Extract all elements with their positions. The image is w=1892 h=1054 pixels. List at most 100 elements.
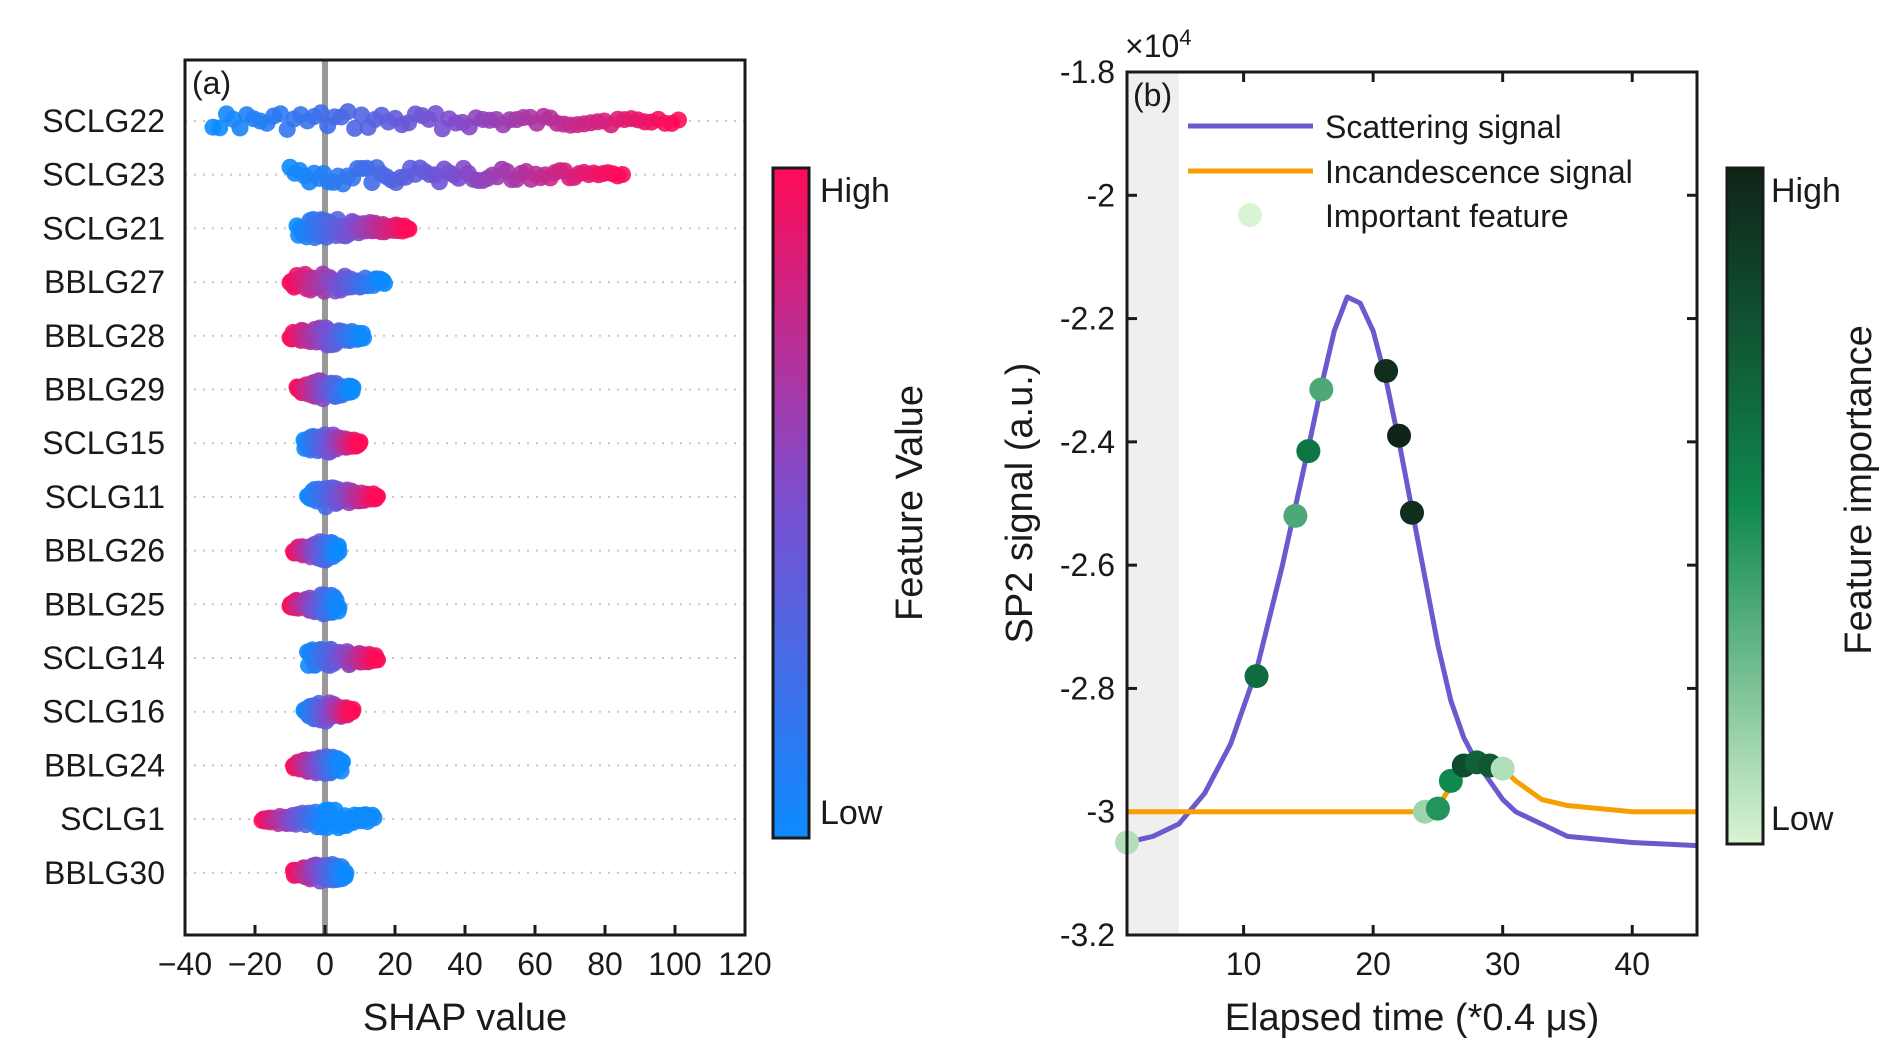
feature-label: SCLG22 xyxy=(42,103,165,139)
panel-b-x-axis-title: Elapsed time (*0.4 μs) xyxy=(1225,997,1600,1039)
shap-dot xyxy=(369,651,386,669)
panel-b-legend: Scattering signal Incandescence signal I… xyxy=(1188,109,1633,234)
panel-a-x-ticks: −40 −20 0 20 40 60 80 100 120 xyxy=(158,925,772,982)
shap-dot xyxy=(400,220,418,238)
feature-dots xyxy=(295,694,362,730)
feature-dots xyxy=(281,586,348,623)
feature-importance-low-label: Low xyxy=(1771,800,1834,838)
scattering-signal-line xyxy=(1127,294,1697,849)
shap-dot xyxy=(231,119,249,137)
x-tick-label: 60 xyxy=(517,946,553,982)
feature-label: BBLG25 xyxy=(44,586,165,622)
feature-label: BBLG30 xyxy=(44,855,165,891)
feature-dots xyxy=(299,479,386,516)
legend-label-scattering: Scattering signal xyxy=(1325,109,1562,145)
shap-dot xyxy=(334,753,351,771)
shap-dot xyxy=(339,103,357,121)
feature-dots xyxy=(288,372,362,408)
feature-dots xyxy=(295,426,369,461)
feature-importance-colorbar-title: Feature importance xyxy=(1838,325,1880,655)
y-tick-label: -2.4 xyxy=(1060,424,1115,460)
feature-label: SCLG15 xyxy=(42,425,165,461)
y-tick-label: -2.8 xyxy=(1060,670,1115,706)
shap-dot xyxy=(337,864,355,882)
panel-b-lines xyxy=(1127,294,1697,849)
feature-value-high-label: High xyxy=(820,172,890,210)
shap-dot xyxy=(330,599,348,617)
feature-dots xyxy=(285,856,355,890)
feature-dots xyxy=(285,748,351,782)
x-tick-label: 30 xyxy=(1485,946,1521,982)
feature-label: BBLG29 xyxy=(44,372,165,408)
shap-dot xyxy=(346,119,364,137)
shap-dot xyxy=(352,106,370,124)
shap-dot xyxy=(365,809,383,827)
y-tick-label: -3 xyxy=(1087,794,1115,830)
important-feature-point xyxy=(1283,503,1308,528)
shap-dot xyxy=(344,378,362,396)
panel-a-dots xyxy=(204,103,687,890)
panel-a-colorbar: High Low Feature Value xyxy=(771,166,931,840)
feature-label: BBLG27 xyxy=(44,264,165,300)
panel-b-x-ticks: 10 20 30 40 xyxy=(1226,72,1650,982)
x-tick-label: 40 xyxy=(1614,946,1650,982)
panel-a-feature-guides xyxy=(185,120,745,874)
y-tick-label: -3.2 xyxy=(1060,917,1115,953)
feature-dots xyxy=(281,319,372,354)
panel-b: -1.8 -2 -2.2 -2.4 -2.6 -2.8 -3 -3.2 10 20 30 40 ×1… xyxy=(999,25,1880,1039)
important-feature-point xyxy=(1400,500,1424,525)
legend-swatch-important-feature xyxy=(1238,203,1262,227)
y-tick-label: -2.2 xyxy=(1060,301,1115,337)
shap-dot xyxy=(271,105,289,123)
shap-dot xyxy=(312,104,330,122)
panel-b-colorbar: High Low Feature importance xyxy=(1725,166,1880,846)
shap-dot xyxy=(330,543,348,561)
feature-importance-high-label: High xyxy=(1771,172,1841,210)
x-tick-label: 80 xyxy=(587,946,623,982)
feature-label: SCLG1 xyxy=(60,801,165,837)
panel-b-y-ticks: -1.8 -2 -2.2 -2.4 -2.6 -2.8 -3 -3.2 xyxy=(1060,54,1697,953)
panel-a: SCLG22 SCLG23 SCLG21 BBLG27 BBLG28 BBLG29 SCLG… xyxy=(42,58,931,1039)
feature-label: SCLG21 xyxy=(42,210,165,246)
shap-dot xyxy=(211,119,229,137)
important-feature-point xyxy=(1490,756,1515,781)
panel-a-tag: (a) xyxy=(192,65,231,101)
feature-dots xyxy=(204,103,687,138)
legend-label-important-feature: Important feature xyxy=(1325,198,1569,234)
x-tick-label: 20 xyxy=(377,946,413,982)
x-tick-label: 0 xyxy=(316,946,334,982)
x-tick-label: 20 xyxy=(1355,946,1391,982)
panel-b-shaded-region xyxy=(1127,72,1179,935)
feature-importance-colorbar xyxy=(1725,166,1765,846)
panel-b-exponent: ×104 xyxy=(1125,25,1192,64)
important-feature-point xyxy=(1425,796,1450,821)
shap-dot xyxy=(351,433,369,451)
feature-dots xyxy=(299,640,386,674)
feature-value-colorbar-title: Feature Value xyxy=(889,385,931,621)
y-tick-label: -2 xyxy=(1087,177,1115,213)
shap-dot xyxy=(614,166,631,184)
x-tick-label: −40 xyxy=(158,946,212,982)
important-feature-point xyxy=(1309,377,1334,402)
feature-dots xyxy=(285,533,348,569)
feature-label: SCLG11 xyxy=(45,479,165,515)
feature-label: SCLG14 xyxy=(42,640,165,676)
feature-value-colorbar xyxy=(771,166,811,840)
panel-b-tag: (b) xyxy=(1133,77,1172,113)
x-tick-label: 10 xyxy=(1226,946,1262,982)
panel-b-y-axis-title: SP2 signal (a.u.) xyxy=(999,363,1041,644)
feature-label: BBLG26 xyxy=(44,533,165,569)
panel-b-plot-frame xyxy=(1125,70,1699,937)
y-tick-label: -2.6 xyxy=(1060,547,1115,583)
legend-label-incandescence: Incandescence signal xyxy=(1325,154,1633,190)
shap-dot xyxy=(376,275,393,293)
feature-label: SCLG16 xyxy=(42,694,165,730)
y-tick-label: -1.8 xyxy=(1060,54,1115,90)
feature-dots xyxy=(281,265,393,300)
feature-value-low-label: Low xyxy=(820,794,883,832)
important-feature-point xyxy=(1387,423,1412,448)
shap-dot xyxy=(427,105,445,123)
feature-dots xyxy=(281,158,631,193)
shap-dot xyxy=(344,700,362,718)
panel-b-points xyxy=(1115,358,1515,855)
